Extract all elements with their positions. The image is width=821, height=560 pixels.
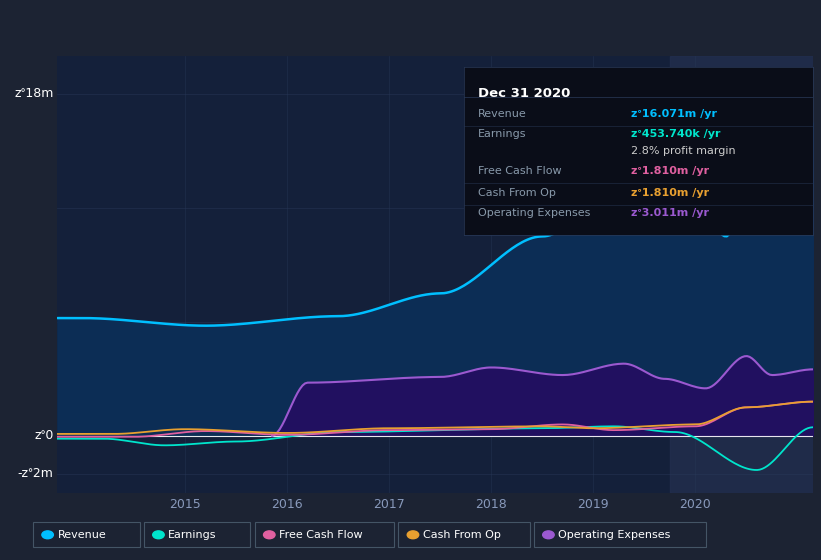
- Text: zᐤ453.740k /yr: zᐤ453.740k /yr: [631, 129, 721, 139]
- Text: zᐤ1.810m /yr: zᐤ1.810m /yr: [631, 188, 709, 198]
- Text: Operating Expenses: Operating Expenses: [558, 530, 671, 540]
- Text: Earnings: Earnings: [478, 129, 526, 139]
- Text: Revenue: Revenue: [57, 530, 106, 540]
- Text: zᐤ1.810m /yr: zᐤ1.810m /yr: [631, 166, 709, 176]
- Text: Cash From Op: Cash From Op: [478, 188, 556, 198]
- Bar: [670, 56, 818, 493]
- Text: Earnings: Earnings: [168, 530, 217, 540]
- Text: Free Cash Flow: Free Cash Flow: [478, 166, 562, 176]
- Text: zᐤ16.071m /yr: zᐤ16.071m /yr: [631, 109, 718, 119]
- Text: Operating Expenses: Operating Expenses: [478, 208, 590, 218]
- Text: zᐤ0: zᐤ0: [34, 430, 53, 442]
- Text: zᐤ18m: zᐤ18m: [14, 87, 53, 100]
- Text: zᐤ3.011m /yr: zᐤ3.011m /yr: [631, 208, 709, 218]
- Text: Free Cash Flow: Free Cash Flow: [279, 530, 363, 540]
- Text: 2.8% profit margin: 2.8% profit margin: [631, 146, 736, 156]
- Text: Revenue: Revenue: [478, 109, 526, 119]
- Text: Cash From Op: Cash From Op: [423, 530, 501, 540]
- Text: Dec 31 2020: Dec 31 2020: [478, 87, 571, 100]
- Text: -zᐤ2m: -zᐤ2m: [18, 467, 53, 480]
